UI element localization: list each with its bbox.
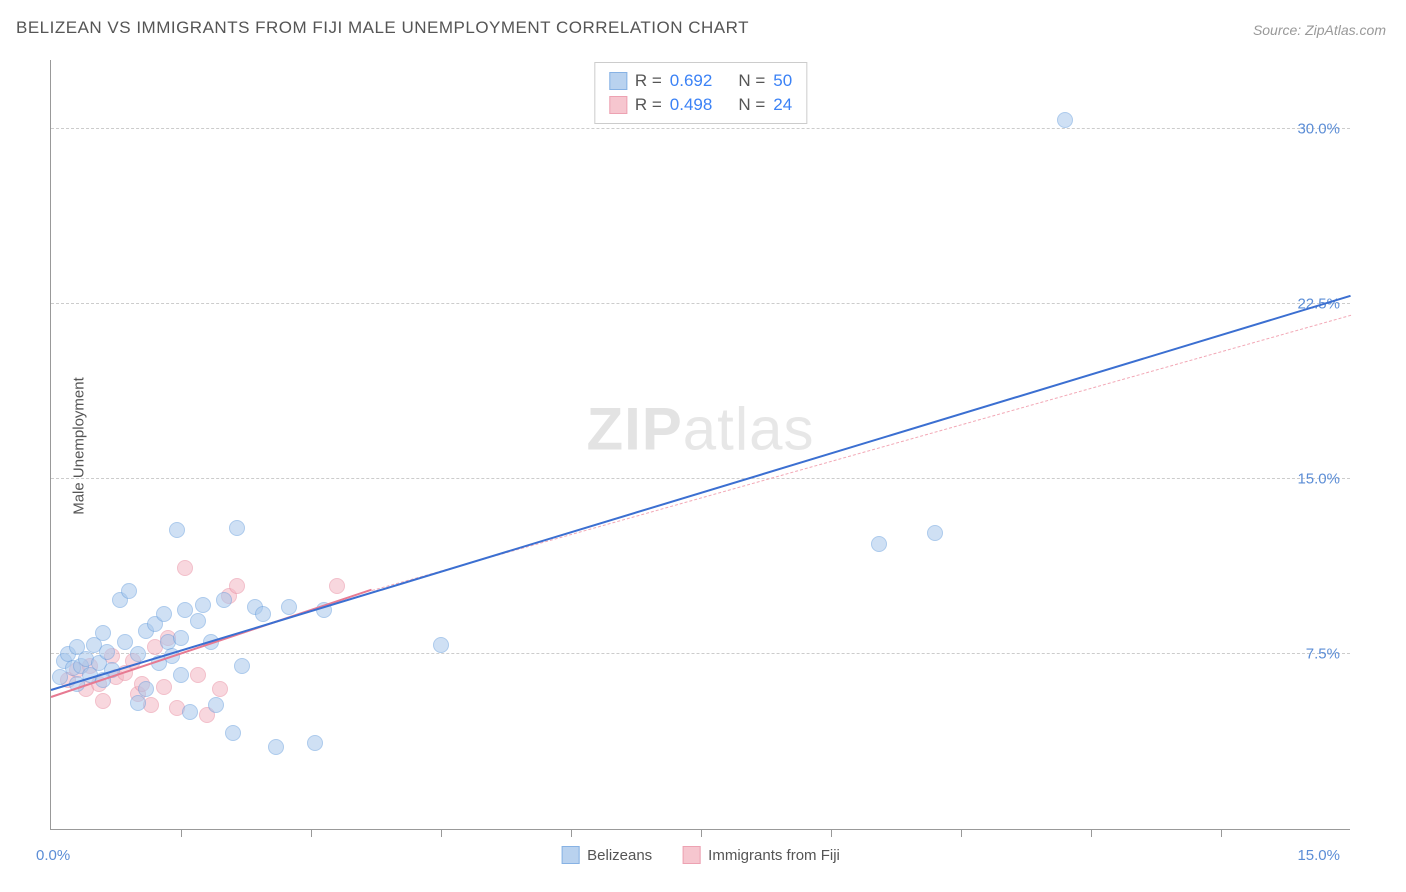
stat-r-value: 0.692: [670, 71, 713, 91]
x-tick: [1091, 829, 1092, 837]
legend-swatch: [609, 72, 627, 90]
x-tick: [831, 829, 832, 837]
scatter-point: [130, 646, 146, 662]
scatter-point: [173, 667, 189, 683]
grid-line: [51, 478, 1350, 479]
scatter-point: [156, 679, 172, 695]
x-tick: [571, 829, 572, 837]
stat-n-label: N =: [738, 71, 765, 91]
scatter-point: [255, 606, 271, 622]
scatter-point: [99, 644, 115, 660]
scatter-point: [216, 592, 232, 608]
scatter-point: [95, 625, 111, 641]
legend-label: Belizeans: [587, 847, 652, 864]
legend-item: Belizeans: [561, 846, 652, 864]
y-tick-label: 7.5%: [1306, 646, 1340, 663]
scatter-point: [138, 681, 154, 697]
scatter-point: [177, 602, 193, 618]
stats-legend: R = 0.692 N = 50 R = 0.498 N = 24: [594, 62, 807, 124]
scatter-point: [190, 667, 206, 683]
scatter-point: [173, 630, 189, 646]
scatter-point: [307, 735, 323, 751]
scatter-point: [229, 520, 245, 536]
scatter-point: [212, 681, 228, 697]
x-tick: [961, 829, 962, 837]
y-tick-label: 30.0%: [1297, 121, 1340, 138]
stat-n-label: N =: [738, 95, 765, 115]
scatter-point: [927, 525, 943, 541]
scatter-point: [234, 658, 250, 674]
scatter-point: [195, 597, 211, 613]
scatter-point: [268, 739, 284, 755]
trend-line: [51, 295, 1352, 691]
scatter-point: [130, 695, 146, 711]
scatter-point: [281, 599, 297, 615]
x-tick: [1221, 829, 1222, 837]
x-tick: [181, 829, 182, 837]
legend-swatch: [609, 96, 627, 114]
chart-title: BELIZEAN VS IMMIGRANTS FROM FIJI MALE UN…: [16, 18, 749, 38]
scatter-point: [169, 522, 185, 538]
grid-line: [51, 653, 1350, 654]
scatter-point: [177, 560, 193, 576]
plot-area: ZIPatlas R = 0.692N = 50R = 0.498N = 24 …: [50, 60, 1350, 830]
stat-r-label: R =: [635, 95, 662, 115]
x-axis-min-label: 0.0%: [36, 847, 70, 864]
stats-legend-row: R = 0.498 N = 24: [609, 93, 792, 117]
legend-swatch: [682, 846, 700, 864]
x-tick: [441, 829, 442, 837]
scatter-point: [95, 693, 111, 709]
stat-r-label: R =: [635, 71, 662, 91]
scatter-point: [117, 634, 133, 650]
stat-n-value: 24: [773, 95, 792, 115]
watermark: ZIPatlas: [586, 395, 814, 464]
grid-line: [51, 303, 1350, 304]
legend-swatch: [561, 846, 579, 864]
legend-label: Immigrants from Fiji: [708, 847, 840, 864]
chart-container: BELIZEAN VS IMMIGRANTS FROM FIJI MALE UN…: [0, 0, 1406, 892]
source-attribution: Source: ZipAtlas.com: [1253, 22, 1386, 38]
series-legend: Belizeans Immigrants from Fiji: [561, 846, 840, 864]
stats-legend-row: R = 0.692 N = 50: [609, 69, 792, 93]
legend-item: Immigrants from Fiji: [682, 846, 840, 864]
scatter-point: [225, 725, 241, 741]
scatter-point: [1057, 112, 1073, 128]
scatter-point: [871, 536, 887, 552]
trend-line-extension: [372, 315, 1352, 591]
x-tick: [701, 829, 702, 837]
scatter-point: [121, 583, 137, 599]
x-axis-max-label: 15.0%: [1297, 847, 1340, 864]
x-tick: [311, 829, 312, 837]
scatter-point: [329, 578, 345, 594]
y-tick-label: 15.0%: [1297, 471, 1340, 488]
scatter-point: [208, 697, 224, 713]
scatter-point: [182, 704, 198, 720]
scatter-point: [433, 637, 449, 653]
scatter-point: [156, 606, 172, 622]
stat-r-value: 0.498: [670, 95, 713, 115]
scatter-point: [190, 613, 206, 629]
stat-n-value: 50: [773, 71, 792, 91]
scatter-point: [229, 578, 245, 594]
grid-line: [51, 128, 1350, 129]
